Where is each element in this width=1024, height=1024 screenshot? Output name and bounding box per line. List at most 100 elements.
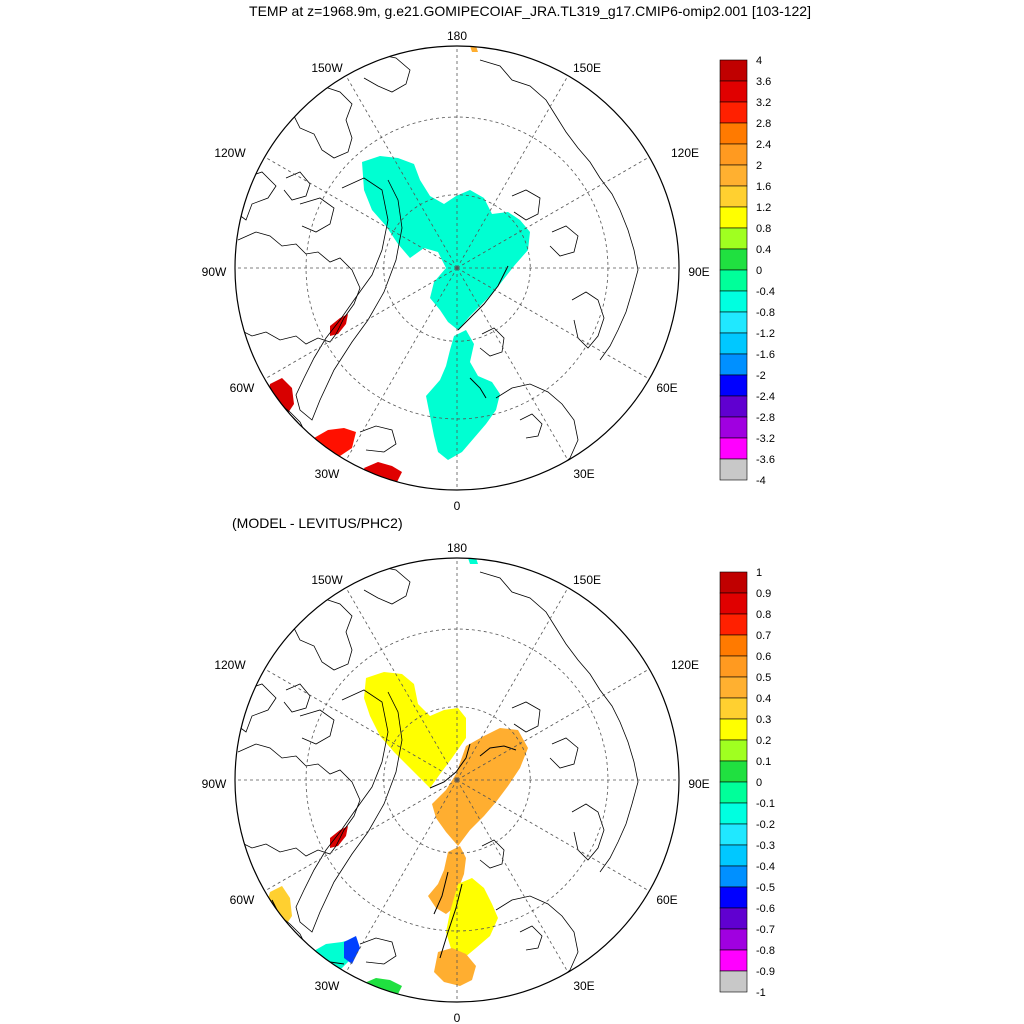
coastline-2	[237, 171, 277, 221]
colorbar-label: 0.4	[756, 244, 771, 256]
longitude-label: 120W	[214, 658, 246, 672]
coastline-14	[359, 425, 397, 453]
meridian-line	[264, 156, 458, 269]
colorbar-label: -0.4	[756, 286, 775, 298]
meridian-line	[456, 75, 569, 269]
colorbar-swatch	[719, 374, 748, 397]
longitude-label: 30W	[315, 467, 340, 481]
colorbar-label: 2.8	[756, 118, 771, 130]
coastline-9	[549, 737, 579, 769]
meridian-line	[456, 668, 650, 781]
colorbar-swatch	[719, 781, 748, 804]
coastline-14	[359, 937, 397, 965]
longitude-label: 90W	[202, 265, 227, 279]
parallel-circle	[305, 116, 609, 420]
coastline-1	[237, 743, 361, 857]
colorbar-swatch	[719, 970, 748, 993]
figure-title: TEMP at z=1968.9m, g.e21.GOMIPECOIAF_JRA…	[249, 3, 811, 19]
colorbar-swatch	[719, 613, 748, 636]
data-region-2	[268, 378, 294, 416]
longitude-label: 120E	[671, 146, 699, 160]
colorbar-swatch	[719, 437, 748, 460]
contour-line-0	[457, 265, 509, 331]
longitude-label: 150E	[573, 61, 601, 75]
coastline-10	[493, 383, 579, 490]
coastline-8	[511, 701, 541, 733]
data-region-0	[362, 156, 530, 330]
longitude-label: 150E	[573, 573, 601, 587]
coastline-0	[295, 689, 403, 933]
colorbar-label: 0.4	[756, 693, 771, 705]
meridian-line	[456, 156, 650, 269]
longitude-label: 90E	[688, 777, 709, 791]
meridian-line	[345, 267, 458, 461]
colorbar-swatch	[719, 185, 748, 208]
coastline-6	[353, 565, 411, 605]
temperature-panel: 180 150E 120E 90E 60E 30E 0 30W 60W 90W 120W 150W 4 3…	[202, 29, 775, 513]
colorbar-label: -0.1	[756, 798, 775, 810]
longitude-label: 120W	[214, 146, 246, 160]
colorbar-label: 2.4	[756, 139, 771, 151]
longitude-label: 0	[454, 1011, 461, 1024]
data-region-0	[364, 672, 466, 788]
colorbar-label: -0.9	[756, 966, 775, 978]
longitude-label: 180	[447, 29, 467, 43]
colorbar-label: -0.5	[756, 882, 775, 894]
colorbar-label: 0.5	[756, 672, 771, 684]
data-region-6	[470, 46, 478, 52]
data-region-9	[330, 826, 348, 848]
coastline-0	[295, 177, 403, 421]
longitude-label: 150W	[311, 573, 343, 587]
longitude-label: 90W	[202, 777, 227, 791]
colorbar-label: 4	[756, 55, 762, 67]
longitude-label: 60E	[656, 381, 677, 395]
colorbar-label: -0.7	[756, 924, 775, 936]
data-region-1	[426, 330, 500, 460]
colorbar-label: -0.8	[756, 945, 775, 957]
colorbar-swatch	[719, 655, 748, 678]
colorbar-label: 1.2	[756, 202, 771, 214]
longitude-label: 150W	[311, 61, 343, 75]
coastline-12	[571, 803, 605, 861]
longitude-label: 30E	[573, 979, 594, 993]
colorbar-label: 0.6	[756, 651, 771, 663]
colorbar-label: 0.7	[756, 630, 771, 642]
colorbar-label: -0.4	[756, 861, 775, 873]
colorbar-swatch	[719, 907, 748, 930]
colorbar-swatch	[719, 739, 748, 762]
colorbar-swatch	[719, 332, 748, 355]
colorbar-swatch	[719, 416, 748, 439]
colorbar-swatch	[719, 571, 748, 594]
coastline-15	[237, 361, 307, 435]
colorbar-label: 0	[756, 265, 762, 277]
longitude-label: 180	[447, 541, 467, 555]
colorbar-swatch	[719, 844, 748, 867]
coastline-5	[291, 85, 353, 159]
map-border	[234, 557, 680, 1003]
colorbar-label: -3.2	[756, 433, 775, 445]
meridian-line	[345, 779, 458, 973]
colorbar-label: -0.3	[756, 840, 775, 852]
colorbar-label: 0.1	[756, 756, 771, 768]
contour-line-1	[469, 377, 487, 399]
colorbar-label: -4	[756, 475, 766, 487]
colorbar-swatch	[719, 718, 748, 741]
colorbar-swatch	[719, 311, 748, 334]
colorbar-label: -1.2	[756, 328, 775, 340]
contour-line-0	[429, 743, 471, 789]
colorbar-swatch	[719, 802, 748, 825]
parallel-circle	[383, 194, 531, 342]
colorbar-swatch	[719, 353, 748, 376]
colorbar-swatch	[719, 269, 748, 292]
coastline-12	[571, 291, 605, 349]
colorbar-label: 3.2	[756, 97, 771, 109]
colorbar-swatch	[719, 206, 748, 229]
colorbar-label: 0	[756, 777, 762, 789]
coastline-1	[237, 231, 361, 345]
coastline-13	[479, 327, 505, 357]
colorbar-swatch	[719, 634, 748, 657]
map-border	[234, 45, 680, 491]
coastline-3	[283, 683, 311, 713]
colorbar-label: -1.6	[756, 349, 775, 361]
